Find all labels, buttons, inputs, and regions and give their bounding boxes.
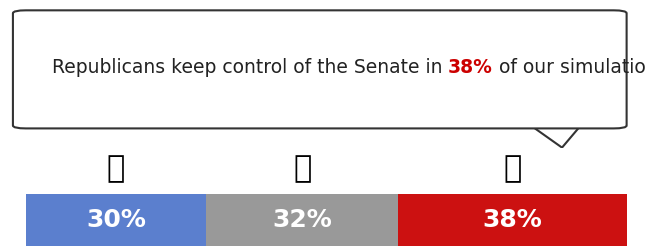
Polygon shape bbox=[533, 122, 578, 127]
Bar bbox=[26, 194, 206, 246]
Text: 32%: 32% bbox=[273, 208, 332, 232]
Text: 👻: 👻 bbox=[293, 154, 311, 183]
Polygon shape bbox=[530, 125, 581, 148]
Text: of our simulations.: of our simulations. bbox=[493, 58, 646, 77]
Text: 38%: 38% bbox=[483, 208, 543, 232]
FancyBboxPatch shape bbox=[13, 10, 627, 128]
Text: 🐘: 🐘 bbox=[503, 154, 521, 183]
Text: 30%: 30% bbox=[86, 208, 146, 232]
Bar bbox=[206, 194, 399, 246]
Text: 38%: 38% bbox=[448, 58, 493, 77]
Bar bbox=[399, 194, 627, 246]
Text: 🐴: 🐴 bbox=[107, 154, 125, 183]
Text: Republicans keep control of the Senate in: Republicans keep control of the Senate i… bbox=[52, 58, 448, 77]
